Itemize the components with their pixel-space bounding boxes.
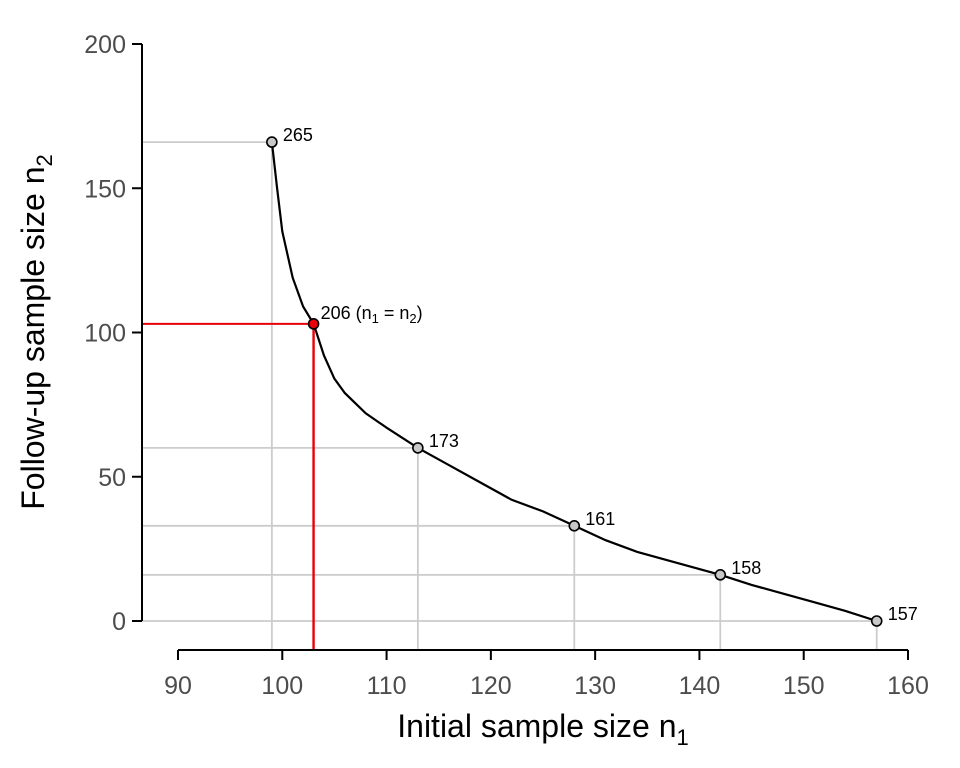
data-points: 265 173 161 158 157 206 (n1 = n2) bbox=[266, 125, 918, 627]
guide-lines bbox=[142, 141, 878, 650]
x-tick-label: 90 bbox=[164, 672, 192, 700]
axes: 0 50 100 150 200 90 100 110 120 130 140 150 160 bbox=[84, 31, 929, 700]
series-line bbox=[270, 141, 878, 623]
data-label: 161 bbox=[585, 509, 615, 529]
y-tick-label: 0 bbox=[112, 608, 126, 636]
x-tick-label: 140 bbox=[679, 672, 721, 700]
data-point bbox=[266, 136, 278, 148]
equal-split-point bbox=[307, 318, 320, 330]
y-tick-label: 50 bbox=[98, 464, 126, 492]
data-label: 265 bbox=[283, 125, 313, 145]
data-point bbox=[714, 569, 727, 581]
y-tick-label: 150 bbox=[84, 175, 126, 203]
data-label: 157 bbox=[888, 604, 918, 624]
x-tick-label: 100 bbox=[261, 672, 303, 700]
y-tick-label: 100 bbox=[84, 320, 126, 348]
x-axis-title: Initial sample size n1 bbox=[397, 708, 688, 750]
data-point bbox=[412, 442, 424, 454]
data-point bbox=[870, 615, 883, 627]
y-axis-title: Follow-up sample size n2 bbox=[15, 154, 57, 510]
data-point bbox=[568, 519, 581, 532]
data-label: 158 bbox=[731, 558, 761, 578]
x-tick-label: 130 bbox=[574, 672, 616, 700]
y-tick-label: 200 bbox=[84, 31, 126, 59]
equal-split-label: 206 (n1 = n2) bbox=[321, 303, 423, 326]
x-tick-label: 150 bbox=[783, 672, 825, 700]
x-tick-label: 120 bbox=[470, 672, 512, 700]
x-tick-label: 110 bbox=[367, 672, 407, 700]
data-label: 173 bbox=[429, 431, 459, 451]
x-tick-label: 160 bbox=[887, 672, 929, 700]
